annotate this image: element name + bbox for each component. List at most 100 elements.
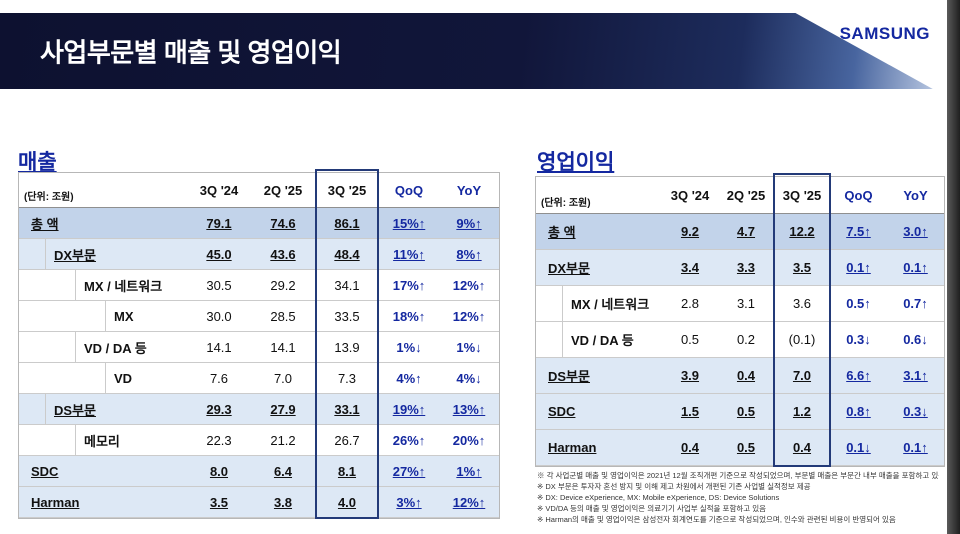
value-cell: 29.2 <box>270 277 296 293</box>
operating-profit-table-header: (단위: 조원) 3Q '24 2Q '25 3Q '25 QoQ YoY <box>536 177 944 214</box>
value-cell: 3.1 <box>736 296 756 311</box>
column-header-yoy: YoY <box>903 187 928 203</box>
value-cell: 0.5 <box>736 404 756 419</box>
value-cell: 7.0 <box>273 370 293 386</box>
change-cell: 18%↑ <box>392 308 426 324</box>
row-label: VD / DA 등 <box>562 322 634 357</box>
value-cell: 8.0 <box>209 463 229 479</box>
value-cell: 3.5 <box>792 260 812 275</box>
row-label-cell: DX부문 <box>536 250 662 285</box>
column-header-2q25: 2Q '25 <box>726 187 766 203</box>
change-cell: 12%↑ <box>452 308 486 324</box>
row-label-cell: VD / DA 등 <box>19 332 187 362</box>
value-cell: 0.4 <box>680 440 700 455</box>
page-title: 사업부문별 매출 및 영업이익 <box>40 37 342 68</box>
change-cell: 19%↑ <box>392 401 426 417</box>
unit-label: (단위: 조원) <box>541 198 591 209</box>
revenue-table: (단위: 조원) 3Q '24 2Q '25 3Q '25 QoQ YoY 총 … <box>18 172 500 519</box>
change-cell: 12%↑ <box>452 494 486 510</box>
value-cell: 45.0 <box>206 246 232 262</box>
value-cell: 1.5 <box>680 404 700 419</box>
value-cell: 4.7 <box>736 224 756 239</box>
value-cell: 4.0 <box>337 494 357 510</box>
value-cell: 3.6 <box>792 296 812 311</box>
table-row: DX부문 45.0 43.6 48.4 11%↑ 8%↑ <box>19 239 499 270</box>
row-label: VD <box>105 363 132 393</box>
footnote: ※ VD/DA 등의 매출 및 영업이익은 의료기기 사업부 실적을 포함하고 … <box>537 503 767 513</box>
change-cell: 0.3↓ <box>903 404 928 419</box>
change-cell: 13%↑ <box>452 401 486 417</box>
column-header-yoy: YoY <box>456 182 482 198</box>
change-cell: 26%↑ <box>392 432 426 448</box>
table-row: Harman 0.4 0.5 0.4 0.1↓ 0.1↑ <box>536 430 944 466</box>
row-label: DX부문 <box>548 261 590 276</box>
row-label-cell: SDC <box>536 394 662 429</box>
change-cell: 0.8↑ <box>846 404 871 419</box>
value-cell: 13.9 <box>334 339 360 355</box>
operating-profit-table: (단위: 조원) 3Q '24 2Q '25 3Q '25 QoQ YoY 총 … <box>535 176 945 467</box>
change-cell: 3.1↑ <box>903 368 928 383</box>
change-cell: 4%↓ <box>456 370 482 386</box>
table-row: VD / DA 등 0.5 0.2 (0.1) 0.3↓ 0.6↓ <box>536 322 944 358</box>
footnote: ※ Harman의 매출 및 영업이익은 삼성전자 회계연도를 기준으로 작성되… <box>537 514 896 524</box>
change-cell: 1%↑ <box>456 463 482 479</box>
footnote: ※ DX 부문은 투자자 혼선 방지 및 이해 제고 차원에서 개편된 기존 사… <box>537 481 811 491</box>
value-cell: 3.8 <box>273 494 293 510</box>
value-cell: 7.0 <box>792 368 812 383</box>
value-cell: 0.4 <box>736 368 756 383</box>
table-row: SDC 1.5 0.5 1.2 0.8↑ 0.3↓ <box>536 394 944 430</box>
change-cell: 11%↑ <box>393 246 425 262</box>
title-band: 사업부문별 매출 및 영업이익 <box>0 13 933 89</box>
change-cell: 0.5↑ <box>846 296 871 311</box>
footnotes: ※ 각 사업군별 매출 및 영업이익은 2021년 12월 조직개편 기준으로 … <box>537 471 939 525</box>
value-cell: 43.6 <box>270 246 296 262</box>
value-cell: 79.1 <box>206 215 232 231</box>
value-cell: 33.1 <box>334 401 360 417</box>
footnote: ※ DX: Device eXperience, MX: Mobile eXpe… <box>537 492 780 502</box>
value-cell: 14.1 <box>206 339 232 355</box>
row-label-cell: Harman <box>536 430 662 465</box>
change-cell: 27%↑ <box>392 463 426 479</box>
table-row: VD 7.6 7.0 7.3 4%↑ 4%↓ <box>19 363 499 394</box>
value-cell: 86.1 <box>334 215 360 231</box>
change-cell: 0.1↑ <box>903 260 928 275</box>
row-label: VD / DA 등 <box>75 332 147 362</box>
change-cell: 8%↑ <box>456 246 482 262</box>
table-row: MX / 네트워크 30.5 29.2 34.1 17%↑ 12%↑ <box>19 270 499 301</box>
column-header-2q25: 2Q '25 <box>263 182 303 198</box>
row-label-cell: VD / DA 등 <box>536 322 662 357</box>
row-label-cell: VD <box>19 363 187 393</box>
row-label-cell: MX / 네트워크 <box>19 270 187 300</box>
row-label: 총 액 <box>31 216 59 232</box>
table-row: 총 액 79.1 74.6 86.1 15%↑ 9%↑ <box>19 208 499 239</box>
revenue-table-header: (단위: 조원) 3Q '24 2Q '25 3Q '25 QoQ YoY <box>19 173 499 208</box>
table-row: MX 30.0 28.5 33.5 18%↑ 12%↑ <box>19 301 499 332</box>
row-label-cell: DS부문 <box>536 358 662 393</box>
value-cell: 74.6 <box>270 215 296 231</box>
row-label-cell: DX부문 <box>19 239 187 269</box>
operating-profit-section-title: 영업이익 <box>537 151 615 174</box>
table-row: 총 액 9.2 4.7 12.2 7.5↑ 3.0↑ <box>536 214 944 250</box>
row-label: DX부문 <box>45 239 96 269</box>
table-row: Harman 3.5 3.8 4.0 3%↑ 12%↑ <box>19 487 499 518</box>
change-cell: 17%↑ <box>392 277 426 293</box>
column-header-3q24: 3Q '24 <box>199 182 239 198</box>
change-cell: 0.1↑ <box>846 260 871 275</box>
value-cell: 3.9 <box>680 368 700 383</box>
change-cell: 1%↓ <box>396 339 422 355</box>
value-cell: 27.9 <box>270 401 296 417</box>
value-cell: 30.5 <box>206 277 232 293</box>
row-label: MX / 네트워크 <box>562 286 649 321</box>
column-header-qoq: QoQ <box>394 182 424 198</box>
row-label: 총 액 <box>548 225 576 240</box>
value-cell: 14.1 <box>270 339 296 355</box>
row-label: SDC <box>548 404 576 419</box>
value-cell: 3.4 <box>680 260 700 275</box>
value-cell: 26.7 <box>334 432 360 448</box>
value-cell: 21.2 <box>270 432 296 448</box>
row-label-cell: DS부문 <box>19 394 187 424</box>
row-label-cell: SDC <box>19 456 187 486</box>
column-header-3q25: 3Q '25 <box>327 182 367 198</box>
row-label-cell: 총 액 <box>536 214 662 249</box>
change-cell: 15%↑ <box>392 215 426 231</box>
